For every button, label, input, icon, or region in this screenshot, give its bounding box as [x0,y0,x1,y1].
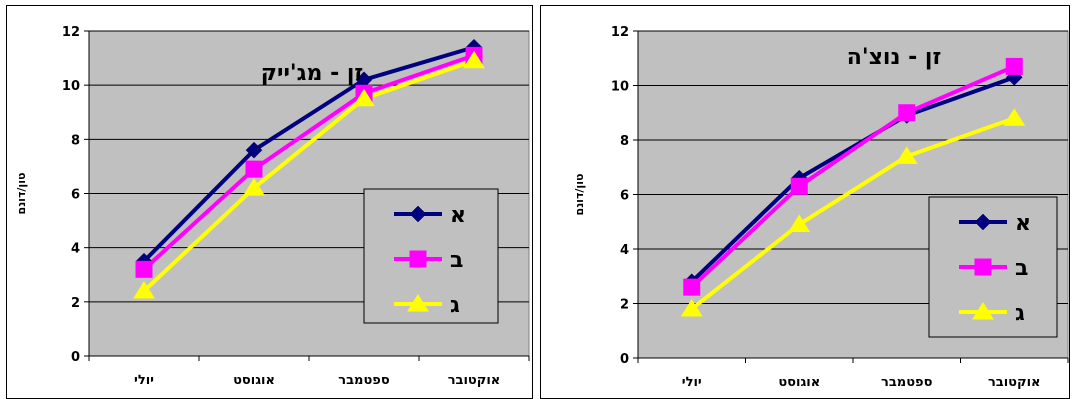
chart0-x-label-2: ספטמבר [338,373,390,388]
chart0-series-1-point-1 [245,160,263,178]
chart1-legend-marker-1 [974,258,992,276]
chart1-series-1-point-0 [683,278,701,296]
chart-left-svg: 0 2 4 6 8 10 12 יולי אוגוסט ספטמבר אוקטובר טון/דונם… [15,25,530,388]
chart1-series-1-point-1 [790,177,808,195]
chart0-series-1-point-0 [135,260,153,278]
chart0-ytick-label-1: 2 [71,296,80,311]
chart1-legend-label-2: ג [1015,301,1025,326]
chart1-series-2-point-2 [895,146,918,164]
chart0-legend-marker-2 [407,294,429,312]
chart1-legend-label-0: א [1015,211,1031,236]
chart1-ytick-label-6: 12 [611,25,629,40]
chart1-ytick-label-4: 8 [620,134,629,149]
chart1-legend-label-1: ב [1015,256,1028,281]
chart0-ytick-label-3: 6 [71,188,80,203]
chart1-series-1-point-3 [1005,57,1023,75]
chart0-series-0-point-1 [245,141,263,159]
chart0-series-line-2 [142,58,475,293]
chart1-legend-marker-2 [972,302,994,320]
chart0-ytick-label-6: 12 [62,25,80,40]
chart1-title: זן - נוצ'ה [847,45,942,70]
chart0-ytick-label-4: 8 [71,133,80,148]
chart1-x-label-0: יולי [682,375,702,390]
chart0-x-label-0: יולי [134,373,154,388]
chart0-series-2-point-1 [243,178,265,196]
chart1-series-line-0 [690,75,1015,284]
chart1-series-line-1 [690,64,1016,289]
chart1-series-1-point-2 [898,104,916,122]
chart0-series-2-point-3 [463,50,485,69]
chart0-legend-marker-1 [409,250,427,268]
chart0-series-line-0 [142,45,475,263]
chart0-ytick-label-5: 10 [62,79,80,94]
chart1-x-label-3: אוקטובר [988,375,1041,390]
chart0-x-label-1: אוגוסט [233,373,275,388]
chart-right-svg: 0 2 4 6 8 10 12 יולי אוגוסט ספטמבר אוקטובר טון/דונם… [573,25,1069,390]
chart0-legend-label-1: ב [450,248,463,273]
chart1-ytick-label-3: 6 [620,189,629,204]
chart1-ytick-label-2: 4 [620,243,629,258]
chart1-ytick-label-5: 10 [611,80,629,95]
chart0-ytick-label-0: 0 [71,350,80,365]
chart-left: 0 2 4 6 8 10 12 יולי אוגוסט ספטמבר אוקטובר טון/דונם… [6,5,533,399]
chart1-x-label-1: אוגוסט [778,375,820,390]
chart1-ytick-label-1: 2 [620,298,629,313]
chart0-title: זן - מג'ייק [261,61,363,86]
chart0-ytick-label-2: 4 [71,242,80,257]
chart0-series-line-1 [142,53,475,271]
chart1-series-2-point-3 [1003,108,1026,126]
chart1-y-axis-label: טון/דונם [573,174,586,216]
chart-right: 0 2 4 6 8 10 12 יולי אוגוסט ספטמבר אוקטובר טון/דונם… [540,5,1070,399]
chart1-legend-marker-0 [974,213,992,231]
chart1-ytick-label-0: 0 [620,352,629,367]
chart0-legend [363,188,499,324]
chart0-legend-label-0: א [450,203,466,228]
chart0-y-axis-label: טון/דונם [15,173,28,215]
chart0-legend-label-2: ג [450,293,460,318]
chart1-series-line-2 [690,116,1015,311]
chart1-series-2-point-0 [680,299,703,317]
chart1-series-2-point-1 [788,214,811,232]
chart1-x-label-2: ספטמבר [881,375,933,390]
chart0-x-label-3: אוקטובר [448,373,501,388]
chart0-series-2-point-0 [133,281,155,299]
chart0-series-2-point-2 [353,88,375,107]
chart0-legend-marker-0 [409,205,427,223]
